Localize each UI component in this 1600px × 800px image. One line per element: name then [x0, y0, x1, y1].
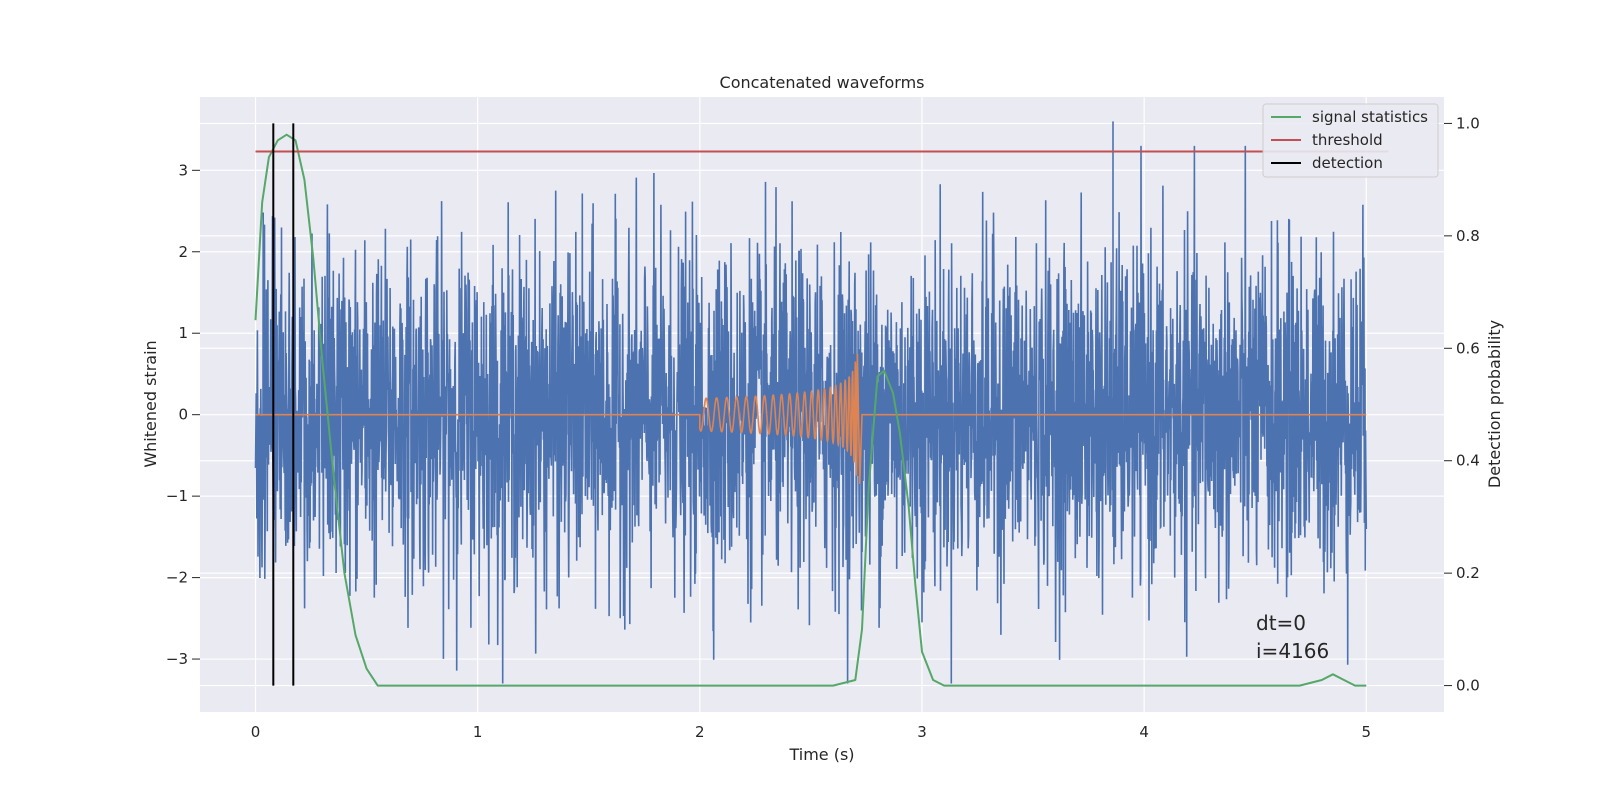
- legend: signal statistics threshold detection: [1262, 103, 1439, 178]
- y-tick-label: 3: [178, 161, 188, 179]
- annotation-index: i=4166: [1256, 639, 1329, 663]
- injected-signal-line: [255, 353, 1367, 484]
- tick-labels: 0 1 2 3 4 5 −3 −2 −1 0 1 2 3 0.0 0.2 0.4 0.6 0.8 1.0: [166, 114, 1480, 741]
- y-tick-label: 1: [178, 324, 188, 342]
- y-tick-label: −2: [166, 569, 188, 587]
- chart-title: Concatenated waveforms: [720, 73, 925, 92]
- y-tick-label: −3: [166, 650, 188, 668]
- y-tick-label: −1: [166, 487, 188, 505]
- y-tick-label: 0: [178, 406, 188, 424]
- x-tick-label: 3: [917, 723, 927, 741]
- x-axis-label: Time (s): [788, 745, 854, 764]
- x-tick-label: 4: [1139, 723, 1149, 741]
- legend-label-detection: detection: [1312, 154, 1383, 172]
- whitened-strain-line: [254, 121, 1368, 684]
- x-tick-label: 2: [695, 723, 705, 741]
- x-tick-label: 5: [1361, 723, 1371, 741]
- x-tick-label: 0: [251, 723, 261, 741]
- y2-tick-label: 0.0: [1456, 677, 1480, 695]
- y2-tick-label: 0.4: [1456, 452, 1480, 470]
- legend-label-signal-statistics: signal statistics: [1312, 108, 1428, 126]
- legend-box: [1262, 103, 1439, 178]
- signal-statistics-line: [254, 133, 1367, 687]
- series-layer: [254, 121, 1389, 687]
- y-axis-label: Whitened strain: [141, 340, 160, 467]
- annotation-dt: dt=0: [1256, 611, 1306, 635]
- y2-tick-label: 0.8: [1456, 227, 1480, 245]
- y2-tick-label: 1.0: [1456, 114, 1480, 132]
- x-tick-label: 1: [473, 723, 483, 741]
- y2-tick-label: 0.6: [1456, 339, 1480, 357]
- y-tick-label: 2: [178, 243, 188, 261]
- legend-label-threshold: threshold: [1312, 131, 1383, 149]
- y2-tick-label: 0.2: [1456, 564, 1480, 582]
- y2-axis-label: Detection probability: [1485, 320, 1504, 488]
